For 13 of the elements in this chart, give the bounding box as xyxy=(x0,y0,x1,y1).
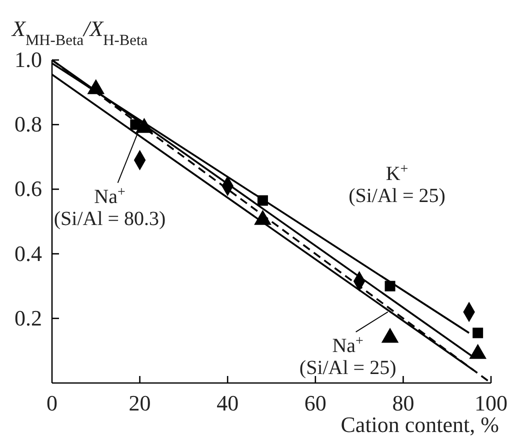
y-axis-title: X$_{MH-Beta}$/X$_{H-Beta}$ xyxy=(11,16,148,48)
annotation: K$^{+}$ (Si/Al = 25) xyxy=(348,162,446,207)
y-tick-label: 1.0 xyxy=(14,47,42,72)
x-tick-label: 60 xyxy=(304,390,326,416)
x-tick-label: 40 xyxy=(216,390,239,416)
y-tick-label: 0.6 xyxy=(14,176,42,202)
x-tick-label: 0 xyxy=(46,390,58,416)
y-tick-label: 0.8 xyxy=(14,112,42,137)
y-tick-label: 0.4 xyxy=(14,240,42,266)
annotation: Na$^{+}$ (Si/Al = 80.3) xyxy=(54,184,166,230)
x-tick-label: 20 xyxy=(128,390,151,416)
y-tick-label: 0.2 xyxy=(14,305,42,330)
annotation: Na$^{+}$ (Si/Al = 25) xyxy=(299,333,396,379)
